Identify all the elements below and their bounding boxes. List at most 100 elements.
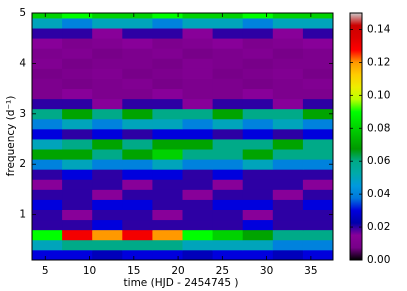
heatmap-cell [212,199,244,210]
heatmap-cell [32,48,63,59]
heatmap-cell [182,88,213,100]
heatmap-cell [122,108,153,120]
heatmap [32,13,334,261]
colorbar-tick-label: 0.10 [367,89,390,101]
heatmap-cell [302,239,334,251]
heatmap-cell [32,38,63,49]
heatmap-cell [152,28,183,39]
heatmap-cell [92,38,123,49]
heatmap-cell [272,179,304,190]
heatmap-cell [242,189,274,200]
heatmap-cell [122,159,153,170]
heatmap-cell [62,118,93,130]
heatmap-cell [122,78,153,90]
heatmap-cell [302,88,334,100]
heatmap-cell [212,48,244,59]
heatmap-cell [242,118,274,130]
heatmap-cell [152,149,183,160]
colorbar [349,12,363,261]
heatmap-cell [62,179,93,190]
heatmap-cell [122,98,153,110]
heatmap-cell [302,189,334,200]
heatmap-cell [212,169,244,180]
heatmap-cell [122,18,153,29]
heatmap-cell [242,239,274,251]
heatmap-cell [182,108,213,120]
heatmap-cell [92,108,123,120]
heatmap-cell [152,78,183,90]
heatmap-cell [152,88,183,100]
heatmap-cell [62,229,93,241]
heatmap-cell [212,118,244,130]
heatmap-cell [182,169,213,180]
heatmap-cell [152,108,183,120]
x-tick-label: 20 [171,265,184,277]
heatmap-cell [32,229,63,241]
heatmap-cell [182,18,213,29]
heatmap-cell [272,28,304,39]
heatmap-cell [272,48,304,59]
heatmap-cell [92,68,123,79]
heatmap-cell [122,179,153,190]
heatmap-cell [242,98,274,110]
heatmap-cell [32,189,63,200]
heatmap-cell [272,159,304,170]
heatmap-cell [212,179,244,190]
heatmap-cell [122,38,153,49]
heatmap-cell [32,249,63,261]
heatmap-cell [92,48,123,59]
plot-frame [31,12,334,261]
heatmap-cell [212,189,244,200]
heatmap-cell [62,68,93,79]
heatmap-cell [62,239,93,251]
heatmap-cell [212,68,244,79]
heatmap-cell [152,38,183,49]
x-axis-label: time (HJD - 2454745 ) [124,277,239,289]
heatmap-cell [32,199,63,210]
heatmap-cell [302,48,334,59]
colorbar-tick-label: 0.00 [367,254,390,266]
colorbar-tick-label: 0.08 [367,122,390,134]
heatmap-cell [242,18,274,29]
heatmap-cell [92,13,123,19]
heatmap-cell [182,219,213,231]
heatmap-cell [212,98,244,110]
heatmap-cell [32,108,63,120]
heatmap-cell [122,209,153,221]
heatmap-cell [302,118,334,130]
heatmap-cell [242,229,274,241]
heatmap-cell [62,18,93,29]
heatmap-cell [92,199,123,210]
heatmap-cell [182,78,213,90]
heatmap-cell [92,229,123,241]
heatmap-cell [92,169,123,180]
heatmap-cell [302,179,334,190]
heatmap-cell [182,128,213,140]
heatmap-cell [242,88,274,100]
heatmap-cell [32,58,63,69]
heatmap-cell [212,139,244,150]
heatmap-cell [62,108,93,120]
heatmap-cell [242,139,274,150]
heatmap-cell [212,239,244,251]
heatmap-cell [62,28,93,39]
heatmap-cell [212,229,244,241]
heatmap-cell [242,128,274,140]
heatmap-cell [212,249,244,261]
heatmap-cell [92,189,123,200]
heatmap-cell [152,68,183,79]
heatmap-cell [122,88,153,100]
heatmap-cell [92,78,123,90]
heatmap-cell [92,98,123,110]
heatmap-cell [272,209,304,221]
heatmap-cell [62,38,93,49]
heatmap-cell [242,159,274,170]
heatmap-cell [212,88,244,100]
heatmap-cell [212,108,244,120]
heatmap-cell [152,229,183,241]
heatmap-cell [272,189,304,200]
heatmap-cell [32,159,63,170]
heatmap-cell [182,159,213,170]
heatmap-cell [272,199,304,210]
heatmap-cell [122,28,153,39]
